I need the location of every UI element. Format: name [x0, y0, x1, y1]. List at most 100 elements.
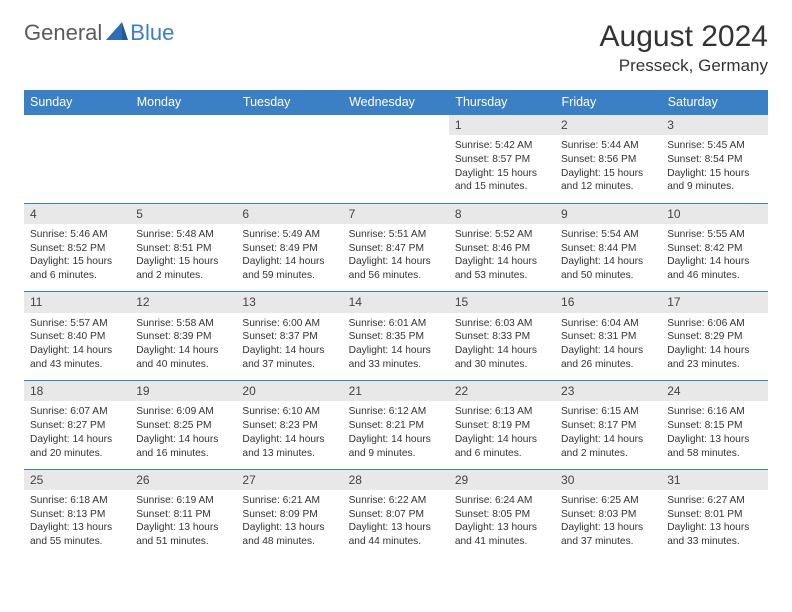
sun-times-text: Sunrise: 5:54 AMSunset: 8:44 PMDaylight:…: [561, 228, 655, 283]
day-number-cell: 12: [130, 292, 236, 313]
sun-times-text: Sunrise: 6:01 AMSunset: 8:35 PMDaylight:…: [349, 317, 443, 372]
sun-times-text: Sunrise: 5:46 AMSunset: 8:52 PMDaylight:…: [30, 228, 124, 283]
day-number-row: 123: [24, 115, 768, 136]
day-content-cell: Sunrise: 5:51 AMSunset: 8:47 PMDaylight:…: [343, 224, 449, 292]
day-content-cell: [236, 135, 342, 203]
day-number-row: 25262728293031: [24, 469, 768, 490]
calendar-table: SundayMondayTuesdayWednesdayThursdayFrid…: [24, 90, 768, 558]
day-number-cell: 15: [449, 292, 555, 313]
day-number-cell: 19: [130, 381, 236, 402]
day-number-cell: [130, 115, 236, 136]
sun-times-text: Sunrise: 6:24 AMSunset: 8:05 PMDaylight:…: [455, 494, 549, 549]
sun-times-text: Sunrise: 5:52 AMSunset: 8:46 PMDaylight:…: [455, 228, 549, 283]
day-number-cell: 23: [555, 381, 661, 402]
weekday-header-cell: Saturday: [661, 90, 767, 115]
title-block: August 2024 Presseck, Germany: [600, 20, 768, 76]
day-content-cell: [343, 135, 449, 203]
day-number-cell: 31: [661, 469, 767, 490]
brand-general: General: [24, 20, 102, 46]
day-content-cell: Sunrise: 6:22 AMSunset: 8:07 PMDaylight:…: [343, 490, 449, 558]
brand-logo: General Blue: [24, 20, 174, 46]
day-content-cell: Sunrise: 6:27 AMSunset: 8:01 PMDaylight:…: [661, 490, 767, 558]
day-content-cell: Sunrise: 6:00 AMSunset: 8:37 PMDaylight:…: [236, 313, 342, 381]
sun-times-text: Sunrise: 6:16 AMSunset: 8:15 PMDaylight:…: [667, 405, 761, 460]
day-content-cell: Sunrise: 5:45 AMSunset: 8:54 PMDaylight:…: [661, 135, 767, 203]
day-number-cell: 27: [236, 469, 342, 490]
day-content-cell: Sunrise: 6:10 AMSunset: 8:23 PMDaylight:…: [236, 401, 342, 469]
day-content-cell: Sunrise: 6:04 AMSunset: 8:31 PMDaylight:…: [555, 313, 661, 381]
day-number-cell: 26: [130, 469, 236, 490]
day-number-cell: 22: [449, 381, 555, 402]
sun-times-text: Sunrise: 6:00 AMSunset: 8:37 PMDaylight:…: [242, 317, 336, 372]
sun-times-text: Sunrise: 6:25 AMSunset: 8:03 PMDaylight:…: [561, 494, 655, 549]
day-content-cell: Sunrise: 6:19 AMSunset: 8:11 PMDaylight:…: [130, 490, 236, 558]
day-content-cell: Sunrise: 6:15 AMSunset: 8:17 PMDaylight:…: [555, 401, 661, 469]
day-number-cell: 2: [555, 115, 661, 136]
sun-times-text: Sunrise: 5:51 AMSunset: 8:47 PMDaylight:…: [349, 228, 443, 283]
day-content-cell: Sunrise: 5:54 AMSunset: 8:44 PMDaylight:…: [555, 224, 661, 292]
day-number-cell: [343, 115, 449, 136]
day-content-row: Sunrise: 6:07 AMSunset: 8:27 PMDaylight:…: [24, 401, 768, 469]
sun-times-text: Sunrise: 6:19 AMSunset: 8:11 PMDaylight:…: [136, 494, 230, 549]
day-number-cell: [236, 115, 342, 136]
day-content-cell: Sunrise: 6:07 AMSunset: 8:27 PMDaylight:…: [24, 401, 130, 469]
day-number-row: 45678910: [24, 203, 768, 224]
sun-times-text: Sunrise: 6:21 AMSunset: 8:09 PMDaylight:…: [242, 494, 336, 549]
day-content-cell: Sunrise: 6:13 AMSunset: 8:19 PMDaylight:…: [449, 401, 555, 469]
day-number-cell: 29: [449, 469, 555, 490]
day-content-row: Sunrise: 5:42 AMSunset: 8:57 PMDaylight:…: [24, 135, 768, 203]
day-content-cell: Sunrise: 5:58 AMSunset: 8:39 PMDaylight:…: [130, 313, 236, 381]
weekday-header-cell: Thursday: [449, 90, 555, 115]
sun-times-text: Sunrise: 6:18 AMSunset: 8:13 PMDaylight:…: [30, 494, 124, 549]
sun-times-text: Sunrise: 6:04 AMSunset: 8:31 PMDaylight:…: [561, 317, 655, 372]
sun-times-text: Sunrise: 5:57 AMSunset: 8:40 PMDaylight:…: [30, 317, 124, 372]
day-number-cell: 3: [661, 115, 767, 136]
sun-times-text: Sunrise: 6:15 AMSunset: 8:17 PMDaylight:…: [561, 405, 655, 460]
day-content-cell: Sunrise: 5:49 AMSunset: 8:49 PMDaylight:…: [236, 224, 342, 292]
day-content-cell: Sunrise: 6:12 AMSunset: 8:21 PMDaylight:…: [343, 401, 449, 469]
day-content-cell: Sunrise: 5:57 AMSunset: 8:40 PMDaylight:…: [24, 313, 130, 381]
day-number-cell: 20: [236, 381, 342, 402]
day-number-cell: 9: [555, 203, 661, 224]
day-number-cell: 5: [130, 203, 236, 224]
day-content-cell: Sunrise: 5:52 AMSunset: 8:46 PMDaylight:…: [449, 224, 555, 292]
month-title: August 2024: [600, 20, 768, 54]
day-content-cell: Sunrise: 5:44 AMSunset: 8:56 PMDaylight:…: [555, 135, 661, 203]
day-content-cell: Sunrise: 6:06 AMSunset: 8:29 PMDaylight:…: [661, 313, 767, 381]
day-number-cell: 28: [343, 469, 449, 490]
day-content-cell: Sunrise: 6:18 AMSunset: 8:13 PMDaylight:…: [24, 490, 130, 558]
weekday-header-cell: Sunday: [24, 90, 130, 115]
day-content-cell: Sunrise: 6:03 AMSunset: 8:33 PMDaylight:…: [449, 313, 555, 381]
day-number-cell: 13: [236, 292, 342, 313]
sun-times-text: Sunrise: 5:44 AMSunset: 8:56 PMDaylight:…: [561, 139, 655, 194]
page-header: General Blue August 2024 Presseck, Germa…: [24, 20, 768, 76]
sun-times-text: Sunrise: 5:55 AMSunset: 8:42 PMDaylight:…: [667, 228, 761, 283]
sun-times-text: Sunrise: 6:09 AMSunset: 8:25 PMDaylight:…: [136, 405, 230, 460]
day-content-cell: Sunrise: 6:01 AMSunset: 8:35 PMDaylight:…: [343, 313, 449, 381]
day-number-cell: 24: [661, 381, 767, 402]
day-content-cell: Sunrise: 6:25 AMSunset: 8:03 PMDaylight:…: [555, 490, 661, 558]
day-number-cell: 21: [343, 381, 449, 402]
sun-times-text: Sunrise: 5:58 AMSunset: 8:39 PMDaylight:…: [136, 317, 230, 372]
day-number-cell: 8: [449, 203, 555, 224]
day-number-cell: 25: [24, 469, 130, 490]
day-number-cell: 10: [661, 203, 767, 224]
location-label: Presseck, Germany: [600, 56, 768, 76]
weekday-header-cell: Wednesday: [343, 90, 449, 115]
sun-times-text: Sunrise: 5:49 AMSunset: 8:49 PMDaylight:…: [242, 228, 336, 283]
brand-blue: Blue: [130, 20, 174, 46]
weekday-header-cell: Tuesday: [236, 90, 342, 115]
day-content-row: Sunrise: 6:18 AMSunset: 8:13 PMDaylight:…: [24, 490, 768, 558]
day-content-cell: Sunrise: 5:55 AMSunset: 8:42 PMDaylight:…: [661, 224, 767, 292]
day-content-row: Sunrise: 5:46 AMSunset: 8:52 PMDaylight:…: [24, 224, 768, 292]
day-content-row: Sunrise: 5:57 AMSunset: 8:40 PMDaylight:…: [24, 313, 768, 381]
day-number-row: 18192021222324: [24, 381, 768, 402]
sun-times-text: Sunrise: 5:48 AMSunset: 8:51 PMDaylight:…: [136, 228, 230, 283]
day-number-cell: 17: [661, 292, 767, 313]
logo-triangle-icon: [106, 22, 128, 45]
day-content-cell: Sunrise: 6:09 AMSunset: 8:25 PMDaylight:…: [130, 401, 236, 469]
sun-times-text: Sunrise: 6:06 AMSunset: 8:29 PMDaylight:…: [667, 317, 761, 372]
sun-times-text: Sunrise: 6:13 AMSunset: 8:19 PMDaylight:…: [455, 405, 549, 460]
day-number-cell: 4: [24, 203, 130, 224]
calendar-weekday-header: SundayMondayTuesdayWednesdayThursdayFrid…: [24, 90, 768, 115]
